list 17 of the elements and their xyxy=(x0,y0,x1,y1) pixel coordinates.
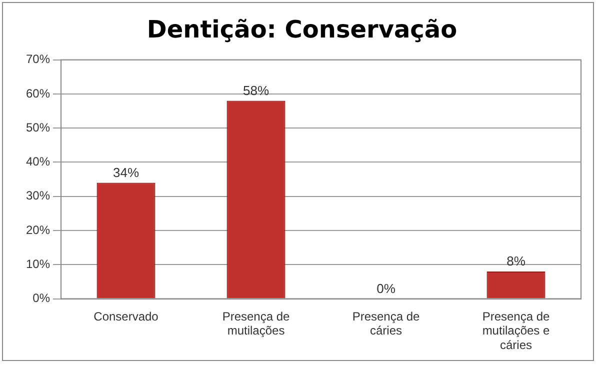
x-tick-label: Presença de cáries xyxy=(352,309,420,338)
y-tick-label: 0% xyxy=(32,291,50,306)
x-tick-label: Conservado xyxy=(94,309,159,324)
y-tick-label: 30% xyxy=(26,188,50,203)
data-label: 34% xyxy=(113,164,140,180)
x-tick-label: Presença de mutilações xyxy=(222,309,290,338)
y-tick-label: 10% xyxy=(26,256,50,271)
y-tick-label: 20% xyxy=(26,222,50,237)
y-tick-label: 60% xyxy=(26,86,50,100)
y-tick-label: 70% xyxy=(26,52,50,66)
data-label: 0% xyxy=(376,280,396,296)
chart-title: Dentição: Conservação xyxy=(146,16,458,44)
y-tick-label: 40% xyxy=(26,154,50,169)
data-label: 8% xyxy=(506,254,526,269)
y-tick-label: 50% xyxy=(26,120,50,134)
x-tick-label: Presença de mutilações e cáries xyxy=(482,309,550,352)
data-label: 58% xyxy=(242,82,270,98)
